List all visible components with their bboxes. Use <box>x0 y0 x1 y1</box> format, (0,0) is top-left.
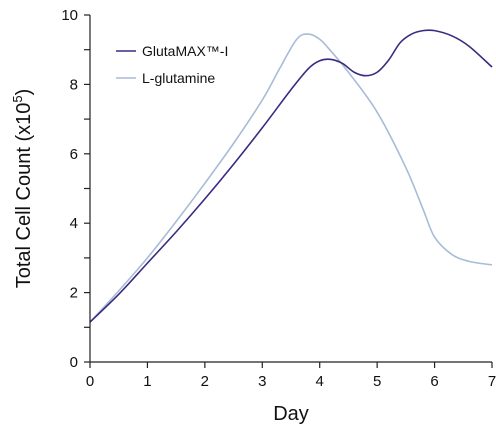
y-tick-label: 8 <box>70 76 78 93</box>
y-tick-label: 0 <box>70 354 78 371</box>
y-tick-label: 4 <box>70 215 78 232</box>
y-axis-title: Total Cell Count (x105) <box>10 89 35 289</box>
x-tick-label: 6 <box>430 373 438 390</box>
y-axis-ticks: 0 2 4 6 8 10 <box>61 7 90 371</box>
series-line-l-glutamine <box>89 33 493 323</box>
series-line-glutamax <box>89 29 493 323</box>
x-tick-label: 1 <box>143 373 151 390</box>
x-axis-title: Day <box>273 403 309 425</box>
x-axis-ticks: 0 1 2 3 4 5 6 7 <box>86 362 496 390</box>
x-tick-label: 5 <box>373 373 381 390</box>
y-axis-title-close: ) <box>13 89 35 96</box>
y-axis-title-main: Total Cell Count (x10 <box>13 103 35 289</box>
y-axis-title-exponent: 5 <box>10 95 25 102</box>
y-tick-label: 10 <box>61 7 78 24</box>
legend-label-glutamax: GlutaMAX™-I <box>142 43 228 59</box>
x-tick-label: 0 <box>86 373 94 390</box>
y-tick-label: 6 <box>70 146 78 163</box>
series-layer <box>89 29 493 323</box>
x-tick-label: 3 <box>258 373 266 390</box>
x-tick-label: 7 <box>488 373 496 390</box>
legend: GlutaMAX™-I L-glutamine <box>116 43 228 86</box>
x-tick-label: 4 <box>316 373 324 390</box>
legend-label-l-glutamine: L-glutamine <box>142 70 215 86</box>
y-tick-label: 2 <box>70 285 78 302</box>
x-tick-label: 2 <box>201 373 209 390</box>
